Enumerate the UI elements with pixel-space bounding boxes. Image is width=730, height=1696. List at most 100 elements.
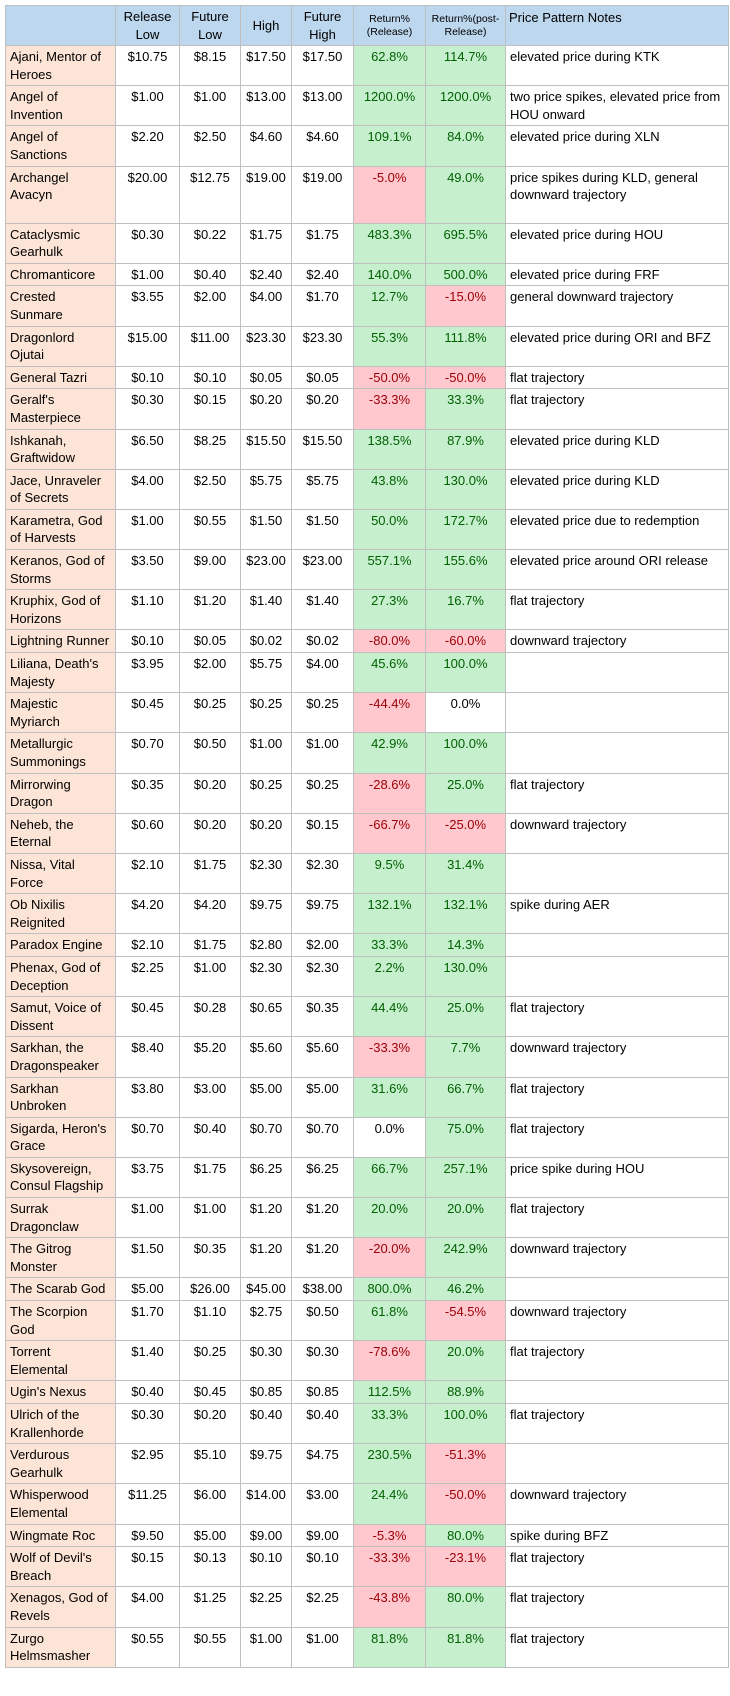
return-release-cell[interactable]: 557.1% <box>353 549 426 591</box>
card-name-cell[interactable]: Sarkhan Unbroken <box>5 1076 116 1118</box>
high-cell[interactable]: $5.75 <box>240 652 292 694</box>
card-name-cell[interactable]: Surrak Dragonclaw <box>5 1197 116 1239</box>
future-low-cell[interactable]: $1.75 <box>179 1156 241 1199</box>
return-release-cell[interactable]: 230.5% <box>353 1443 426 1485</box>
return-post-release-cell[interactable]: 20.0% <box>425 1340 506 1382</box>
future-low-cell[interactable]: $0.20 <box>179 772 241 814</box>
price-notes-cell[interactable]: flat trajectory <box>505 1546 729 1588</box>
return-release-cell[interactable]: -5.3% <box>353 1523 426 1548</box>
return-release-cell[interactable]: -20.0% <box>353 1237 426 1279</box>
return-post-release-cell[interactable]: 132.1% <box>425 893 506 935</box>
release-low-cell[interactable]: $3.95 <box>115 652 180 694</box>
release-low-cell[interactable]: $0.10 <box>115 629 180 654</box>
return-post-release-cell[interactable]: -51.3% <box>425 1443 506 1485</box>
return-post-release-cell[interactable]: 100.0% <box>425 732 506 774</box>
return-release-cell[interactable]: 42.9% <box>353 732 426 774</box>
price-notes-cell[interactable]: flat trajectory <box>505 1626 729 1668</box>
return-release-cell[interactable]: 132.1% <box>353 893 426 935</box>
future-low-cell[interactable]: $1.75 <box>179 852 241 895</box>
card-name-cell[interactable]: General Tazri <box>5 365 116 390</box>
release-low-cell[interactable]: $8.40 <box>115 1036 180 1078</box>
future-low-cell[interactable]: $0.50 <box>179 732 241 774</box>
high-cell[interactable]: $2.80 <box>240 933 292 957</box>
price-notes-cell[interactable]: elevated price during KLD <box>505 428 729 470</box>
return-post-release-cell[interactable]: -60.0% <box>425 629 506 654</box>
release-low-cell[interactable]: $0.30 <box>115 388 180 430</box>
return-post-release-cell[interactable]: 49.0% <box>425 165 506 224</box>
card-name-cell[interactable]: Sarkhan, the Dragonspeaker <box>5 1036 116 1078</box>
price-notes-cell[interactable]: price spikes during KLD, general downwar… <box>505 165 729 224</box>
price-notes-cell[interactable]: downward trajectory <box>505 1036 729 1078</box>
high-cell[interactable]: $1.75 <box>240 222 292 264</box>
card-name-cell[interactable]: Karametra, God of Harvests <box>5 508 116 551</box>
return-release-cell[interactable]: 33.3% <box>353 1402 426 1445</box>
high-cell[interactable]: $0.65 <box>240 996 292 1038</box>
card-name-cell[interactable]: Wingmate Roc <box>5 1523 116 1548</box>
release-low-cell[interactable]: $0.40 <box>115 1380 180 1404</box>
release-low-cell[interactable]: $4.00 <box>115 1586 180 1628</box>
return-post-release-cell[interactable]: 20.0% <box>425 1197 506 1239</box>
price-notes-cell[interactable]: elevated price during XLN <box>505 125 729 167</box>
future-low-cell[interactable]: $5.20 <box>179 1036 241 1078</box>
release-low-cell[interactable]: $11.25 <box>115 1483 180 1525</box>
card-name-cell[interactable]: Samut, Voice of Dissent <box>5 996 116 1038</box>
price-notes-cell[interactable]: general downward trajectory <box>505 285 729 327</box>
future-low-cell[interactable]: $0.10 <box>179 365 241 390</box>
card-name-cell[interactable]: Cataclysmic Gearhulk <box>5 222 116 264</box>
future-high-cell[interactable]: $0.25 <box>291 772 354 814</box>
card-name-cell[interactable]: Ulrich of the Krallenhorde <box>5 1402 116 1445</box>
future-high-cell[interactable]: $0.15 <box>291 812 354 854</box>
card-name-cell[interactable]: Angel of Sanctions <box>5 125 116 167</box>
release-low-cell[interactable]: $0.60 <box>115 812 180 854</box>
return-post-release-cell[interactable]: 695.5% <box>425 222 506 264</box>
release-low-cell[interactable]: $0.45 <box>115 692 180 734</box>
future-low-cell[interactable]: $12.75 <box>179 165 241 224</box>
return-post-release-cell[interactable]: 114.7% <box>425 44 506 87</box>
return-release-cell[interactable]: -78.6% <box>353 1340 426 1382</box>
future-high-cell[interactable]: $17.50 <box>291 44 354 87</box>
release-low-cell[interactable]: $1.10 <box>115 589 180 631</box>
card-name-cell[interactable]: Archangel Avacyn <box>5 165 116 224</box>
price-notes-cell[interactable]: elevated price during KTK <box>505 44 729 87</box>
card-name-cell[interactable]: Chromanticore <box>5 262 116 287</box>
return-release-cell[interactable]: 55.3% <box>353 325 426 367</box>
return-post-release-cell[interactable]: 155.6% <box>425 549 506 591</box>
card-name-cell[interactable]: Neheb, the Eternal <box>5 812 116 854</box>
return-release-cell[interactable]: 27.3% <box>353 589 426 631</box>
future-low-cell[interactable]: $3.00 <box>179 1076 241 1118</box>
release-low-cell[interactable]: $1.00 <box>115 85 180 127</box>
price-notes-cell[interactable]: flat trajectory <box>505 1076 729 1118</box>
price-notes-cell[interactable]: elevated price during FRF <box>505 262 729 287</box>
return-release-cell[interactable]: 66.7% <box>353 1156 426 1199</box>
future-high-cell[interactable]: $5.75 <box>291 468 354 510</box>
high-cell[interactable]: $1.40 <box>240 589 292 631</box>
release-low-cell[interactable]: $3.50 <box>115 549 180 591</box>
return-post-release-cell[interactable]: 87.9% <box>425 428 506 470</box>
return-post-release-cell[interactable]: 242.9% <box>425 1237 506 1279</box>
release-low-cell[interactable]: $6.50 <box>115 428 180 470</box>
return-release-cell[interactable]: 2.2% <box>353 955 426 998</box>
return-post-release-cell[interactable]: 46.2% <box>425 1277 506 1302</box>
future-high-cell[interactable]: $9.75 <box>291 893 354 935</box>
high-cell[interactable]: $1.00 <box>240 1626 292 1668</box>
future-low-cell[interactable]: $11.00 <box>179 325 241 367</box>
future-low-cell[interactable]: $26.00 <box>179 1277 241 1302</box>
card-name-cell[interactable]: The Scorpion God <box>5 1300 116 1342</box>
future-low-cell[interactable]: $2.50 <box>179 468 241 510</box>
price-notes-cell[interactable]: flat trajectory <box>505 365 729 390</box>
card-name-cell[interactable]: Phenax, God of Deception <box>5 955 116 998</box>
high-cell[interactable]: $4.00 <box>240 285 292 327</box>
release-low-cell[interactable]: $2.10 <box>115 933 180 957</box>
future-high-cell[interactable]: $1.75 <box>291 222 354 264</box>
high-cell[interactable]: $5.60 <box>240 1036 292 1078</box>
return-release-cell[interactable]: 62.8% <box>353 44 426 87</box>
return-release-cell[interactable]: 43.8% <box>353 468 426 510</box>
future-high-cell[interactable]: $9.00 <box>291 1523 354 1548</box>
release-low-cell[interactable]: $0.70 <box>115 1116 180 1158</box>
return-release-cell[interactable]: -28.6% <box>353 772 426 814</box>
high-cell[interactable]: $0.05 <box>240 365 292 390</box>
future-low-cell[interactable]: $0.20 <box>179 812 241 854</box>
future-low-cell[interactable]: $0.05 <box>179 629 241 654</box>
high-cell[interactable]: $0.25 <box>240 692 292 734</box>
future-high-cell[interactable]: $0.85 <box>291 1380 354 1404</box>
